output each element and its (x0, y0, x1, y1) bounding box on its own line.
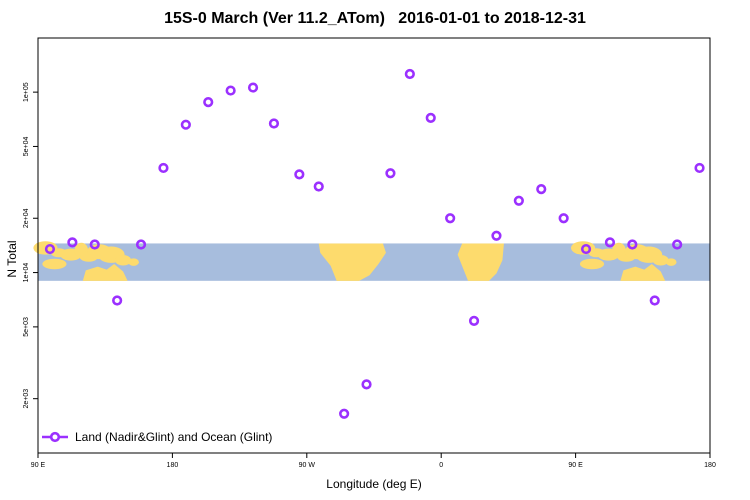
y-tick-label: 5e+03 (23, 317, 30, 337)
data-point (67, 237, 78, 248)
legend-label: Land (Nadir&Glint) and Ocean (Glint) (75, 430, 272, 444)
data-point (513, 195, 524, 206)
chart-title: 15S-0 March (Ver 11.2_ATom) 2016-01-01 t… (164, 10, 586, 27)
data-point (404, 68, 415, 80)
plot-frame (37, 37, 711, 454)
data-point (339, 408, 350, 419)
y-tick-label: 2e+03 (23, 389, 30, 409)
legend-marker (49, 431, 61, 443)
land-island (115, 255, 132, 266)
land-island (652, 255, 669, 266)
data-point (604, 237, 616, 248)
data-point (385, 168, 396, 179)
y-tick-label: 1e+05 (23, 82, 30, 102)
data-point (694, 162, 705, 174)
data-point (536, 184, 547, 195)
data-point (672, 239, 683, 250)
land-south-america (318, 243, 386, 281)
x-tick-label: 0 (439, 462, 443, 469)
data-point (112, 295, 123, 306)
data-point (44, 243, 56, 255)
data-point (294, 169, 305, 180)
y-tick-label: 2e+04 (23, 208, 30, 228)
data-point (580, 243, 592, 255)
data-point (425, 112, 436, 123)
data-point (180, 119, 191, 130)
land-australia-west (82, 264, 128, 281)
land-island (579, 258, 605, 270)
land-island (42, 258, 67, 270)
data-point (89, 239, 100, 250)
data-point (558, 213, 569, 224)
data-point (203, 97, 214, 108)
data-point (445, 213, 456, 224)
x-tick-label: 90 E (31, 462, 46, 469)
legend: Land (Nadir&Glint) and Ocean (Glint) (42, 430, 272, 444)
data-points (44, 68, 705, 419)
axes: 90 E 180 90 W 0 90 E 180 2e+03 5e+03 1e+04 2e+04 5… (23, 37, 716, 469)
data-point (468, 315, 480, 326)
land-island (128, 258, 139, 266)
x-axis-label: Longitude (deg E) (326, 477, 422, 491)
data-point (247, 82, 259, 93)
data-point (268, 118, 280, 129)
x-tick-label: 180 (704, 462, 716, 469)
x-tick-label: 180 (167, 462, 179, 469)
data-point (135, 239, 147, 250)
x-tick-label: 90 E (568, 462, 583, 469)
data-point (361, 379, 372, 390)
data-point (491, 230, 502, 241)
data-point (649, 295, 660, 306)
land-island (665, 258, 677, 266)
y-tick-label: 1e+04 (23, 263, 30, 283)
world-map-strip (33, 241, 710, 281)
data-point (627, 239, 638, 250)
data-point (313, 181, 324, 192)
x-tick-label: 90 W (299, 462, 316, 469)
land-africa (457, 243, 504, 281)
data-point (225, 85, 236, 96)
y-tick-label: 5e+04 (23, 137, 30, 157)
data-point (158, 162, 169, 174)
land-australia-east (620, 264, 666, 281)
